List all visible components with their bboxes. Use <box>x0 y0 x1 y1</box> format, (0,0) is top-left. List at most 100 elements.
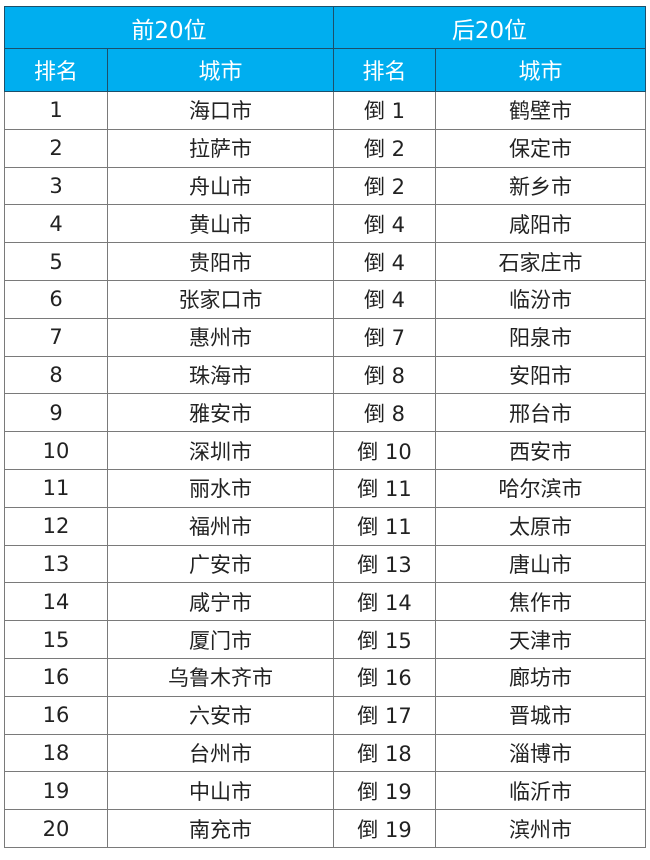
city-column-header: 城市 <box>107 48 334 92</box>
bottom-rank-cell: 倒 14 <box>333 582 436 622</box>
bottom-rank-cell: 倒 19 <box>333 771 436 811</box>
top-city-cell: 深圳市 <box>107 431 334 470</box>
top-city-cell: 台州市 <box>107 733 334 773</box>
bottom-city-cell: 太原市 <box>435 506 646 546</box>
top-rank-cell: 16 <box>4 695 108 735</box>
bottom-city-cell: 唐山市 <box>435 544 646 584</box>
table-row: 19 中山市倒 19 临沂市 <box>4 771 646 811</box>
rank-column-header: 排名 <box>4 48 108 92</box>
bottom-rank-cell: 倒 4 <box>333 242 436 281</box>
bottom-rank-cell: 倒 4 <box>333 204 436 244</box>
table-row: 15 厦门市倒 15 天津市 <box>4 620 646 659</box>
bottom-rank-cell: 倒 18 <box>333 733 436 773</box>
top-city-cell: 六安市 <box>107 695 334 735</box>
bottom-city-cell: 哈尔滨市 <box>435 468 646 508</box>
table-row: 20 南充市倒 19 滨州市 <box>4 809 646 848</box>
bottom-city-cell: 石家庄市 <box>435 242 646 281</box>
top-city-cell: 福州市 <box>107 506 334 546</box>
bottom-city-cell: 阳泉市 <box>435 317 646 357</box>
top-city-cell: 贵阳市 <box>107 242 334 281</box>
top-rank-cell: 20 <box>4 809 108 848</box>
top-rank-cell: 13 <box>4 544 108 584</box>
bottom20-header: 后20位 <box>333 6 646 49</box>
city-column-header: 城市 <box>435 48 646 92</box>
table-row: 16 乌鲁木齐市倒 16 廊坊市 <box>4 657 646 697</box>
bottom-rank-cell: 倒 8 <box>333 355 436 395</box>
bottom-city-cell: 淄博市 <box>435 733 646 773</box>
bottom-city-cell: 临汾市 <box>435 279 646 319</box>
top20-header: 前20位 <box>4 6 334 49</box>
bottom-rank-cell: 倒 2 <box>333 166 436 206</box>
top-rank-cell: 5 <box>4 242 108 281</box>
top-city-cell: 厦门市 <box>107 620 334 659</box>
bottom-city-cell: 滨州市 <box>435 809 646 848</box>
bottom-city-cell: 咸阳市 <box>435 204 646 244</box>
bottom-rank-cell: 倒 2 <box>333 128 436 168</box>
table-row: 10 深圳市倒 10 西安市 <box>4 431 646 470</box>
bottom-rank-cell: 倒 13 <box>333 544 436 584</box>
top-city-cell: 雅安市 <box>107 393 334 433</box>
table-row: 18 台州市倒 18 淄博市 <box>4 733 646 773</box>
table-row: 1 海口市倒 1 鹤壁市 <box>4 91 646 130</box>
top-rank-cell: 3 <box>4 166 108 206</box>
top-rank-cell: 8 <box>4 355 108 395</box>
table-row: 16 六安市倒 17 晋城市 <box>4 695 646 735</box>
top-city-cell: 乌鲁木齐市 <box>107 657 334 697</box>
table-row: 5 贵阳市倒 4 石家庄市 <box>4 242 646 281</box>
top-city-cell: 中山市 <box>107 771 334 811</box>
table-row: 9 雅安市倒 8 邢台市 <box>4 393 646 433</box>
top-city-cell: 咸宁市 <box>107 582 334 622</box>
top-rank-cell: 14 <box>4 582 108 622</box>
bottom-city-cell: 天津市 <box>435 620 646 659</box>
top-rank-cell: 16 <box>4 657 108 697</box>
table-row: 13 广安市倒 13 唐山市 <box>4 544 646 584</box>
bottom-rank-cell: 倒 17 <box>333 695 436 735</box>
bottom-city-cell: 保定市 <box>435 128 646 168</box>
top-city-cell: 南充市 <box>107 809 334 848</box>
table-row: 12 福州市倒 11 太原市 <box>4 506 646 546</box>
bottom-rank-cell: 倒 10 <box>333 431 436 470</box>
table-row: 8 珠海市倒 8 安阳市 <box>4 355 646 395</box>
top-rank-cell: 7 <box>4 317 108 357</box>
top-rank-cell: 1 <box>4 91 108 130</box>
top-city-cell: 珠海市 <box>107 355 334 395</box>
bottom-city-cell: 西安市 <box>435 431 646 470</box>
bottom-city-cell: 邢台市 <box>435 393 646 433</box>
bottom-city-cell: 廊坊市 <box>435 657 646 697</box>
bottom-city-cell: 晋城市 <box>435 695 646 735</box>
table-row: 14 咸宁市倒 14 焦作市 <box>4 582 646 622</box>
bottom-rank-cell: 倒 7 <box>333 317 436 357</box>
table-row: 11 丽水市倒 11 哈尔滨市 <box>4 468 646 508</box>
bottom-rank-cell: 倒 4 <box>333 279 436 319</box>
table-row: 3 舟山市倒 2 新乡市 <box>4 166 646 206</box>
table-row: 4 黄山市倒 4 咸阳市 <box>4 204 646 244</box>
table-row: 6 张家口市倒 4 临汾市 <box>4 279 646 319</box>
top-city-cell: 广安市 <box>107 544 334 584</box>
bottom-rank-cell: 倒 15 <box>333 620 436 659</box>
bottom-city-cell: 鹤壁市 <box>435 91 646 130</box>
top-rank-cell: 2 <box>4 128 108 168</box>
bottom-rank-cell: 倒 11 <box>333 506 436 546</box>
top-rank-cell: 10 <box>4 431 108 470</box>
top-rank-cell: 4 <box>4 204 108 244</box>
top-rank-cell: 12 <box>4 506 108 546</box>
rank-column-header: 排名 <box>333 48 436 92</box>
table-row: 7 惠州市倒 7 阳泉市 <box>4 317 646 357</box>
top-city-cell: 丽水市 <box>107 468 334 508</box>
bottom-city-cell: 安阳市 <box>435 355 646 395</box>
top-city-cell: 海口市 <box>107 91 334 130</box>
table-row: 2 拉萨市倒 2 保定市 <box>4 128 646 168</box>
bottom-rank-cell: 倒 16 <box>333 657 436 697</box>
bottom-rank-cell: 倒 19 <box>333 809 436 848</box>
top-rank-cell: 15 <box>4 620 108 659</box>
bottom-rank-cell: 倒 1 <box>333 91 436 130</box>
top-city-cell: 黄山市 <box>107 204 334 244</box>
top-rank-cell: 6 <box>4 279 108 319</box>
top-city-cell: 惠州市 <box>107 317 334 357</box>
top-rank-cell: 9 <box>4 393 108 433</box>
top-rank-cell: 18 <box>4 733 108 773</box>
bottom-city-cell: 焦作市 <box>435 582 646 622</box>
top-city-cell: 拉萨市 <box>107 128 334 168</box>
top-city-cell: 舟山市 <box>107 166 334 206</box>
